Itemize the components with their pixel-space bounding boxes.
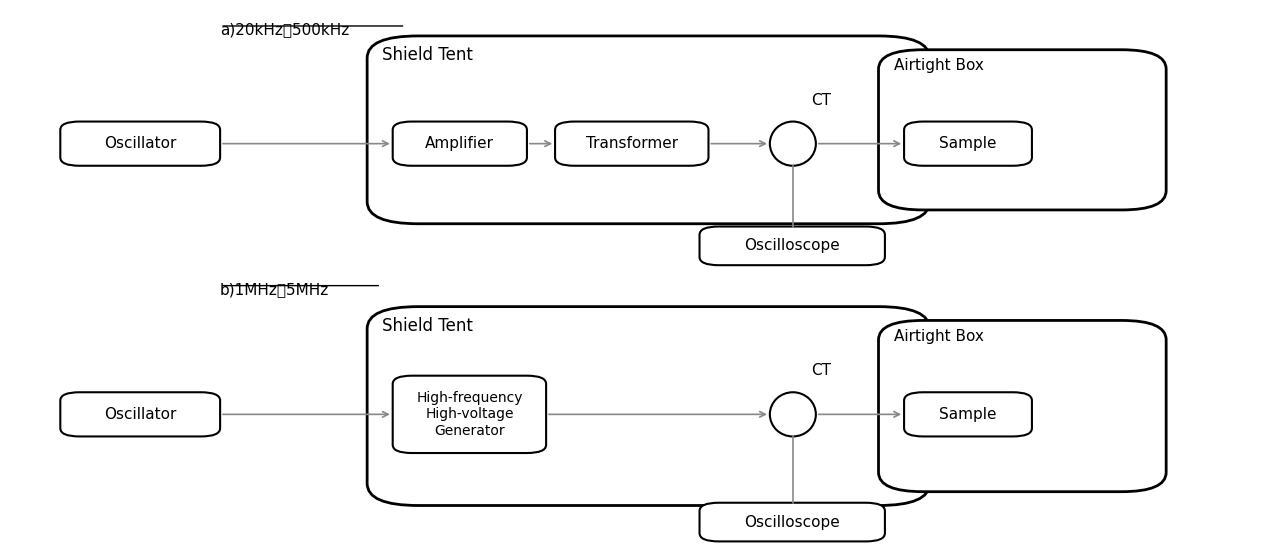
Text: Oscilloscope: Oscilloscope xyxy=(745,238,840,253)
Text: Shield Tent: Shield Tent xyxy=(383,46,474,64)
Ellipse shape xyxy=(770,392,815,436)
Text: Airtight Box: Airtight Box xyxy=(894,329,984,344)
FancyBboxPatch shape xyxy=(700,503,885,541)
FancyBboxPatch shape xyxy=(60,392,220,436)
Text: Sample: Sample xyxy=(940,407,996,422)
Text: Oscilloscope: Oscilloscope xyxy=(745,514,840,530)
Text: CT: CT xyxy=(811,363,831,378)
Text: a)20kHz～500kHz: a)20kHz～500kHz xyxy=(220,22,349,37)
Ellipse shape xyxy=(770,122,815,166)
FancyBboxPatch shape xyxy=(60,122,220,166)
Text: Shield Tent: Shield Tent xyxy=(383,316,474,335)
FancyBboxPatch shape xyxy=(700,227,885,265)
Text: Amplifier: Amplifier xyxy=(425,136,494,151)
Text: Oscillator: Oscillator xyxy=(104,136,176,151)
Text: CT: CT xyxy=(811,93,831,108)
Text: Oscillator: Oscillator xyxy=(104,407,176,422)
FancyBboxPatch shape xyxy=(878,320,1166,492)
Text: b)1MHz～5MHz: b)1MHz～5MHz xyxy=(220,282,330,297)
Text: High-frequency
High-voltage
Generator: High-frequency High-voltage Generator xyxy=(416,391,523,437)
FancyBboxPatch shape xyxy=(367,36,930,224)
FancyBboxPatch shape xyxy=(393,122,526,166)
FancyBboxPatch shape xyxy=(555,122,709,166)
FancyBboxPatch shape xyxy=(904,392,1032,436)
FancyBboxPatch shape xyxy=(904,122,1032,166)
FancyBboxPatch shape xyxy=(367,307,930,506)
Text: Airtight Box: Airtight Box xyxy=(894,58,984,73)
FancyBboxPatch shape xyxy=(393,376,546,453)
Text: Sample: Sample xyxy=(940,136,996,151)
FancyBboxPatch shape xyxy=(878,50,1166,210)
Text: Transformer: Transformer xyxy=(586,136,678,151)
